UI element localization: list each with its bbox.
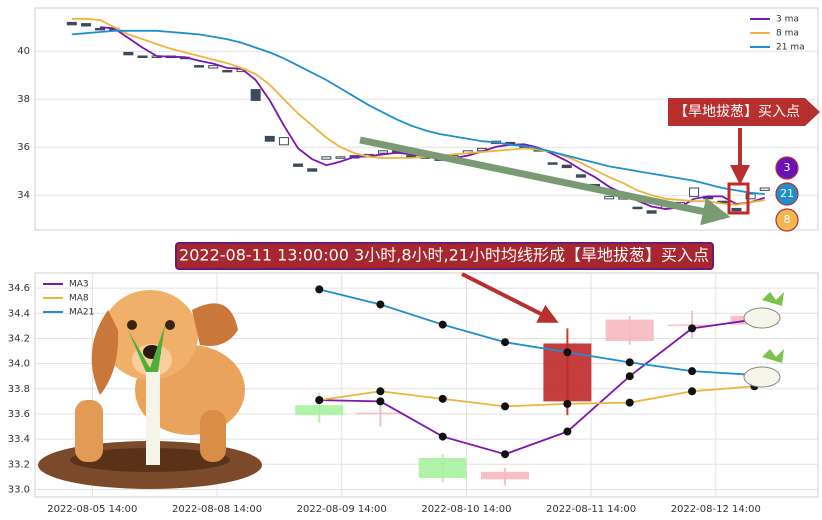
ma-point — [563, 427, 572, 436]
candle-body — [646, 210, 657, 214]
candle-body — [745, 193, 756, 200]
annotation-box — [668, 98, 820, 126]
ma-badge-label: 3 — [784, 161, 791, 174]
candle-body — [632, 206, 643, 210]
candle-body — [759, 187, 770, 191]
candle-body — [264, 135, 275, 142]
candle-body — [335, 156, 346, 159]
candle-body — [547, 162, 558, 165]
ma-point — [688, 367, 697, 376]
signal-box — [727, 182, 750, 215]
y-tick-label: 34.4 — [8, 308, 30, 319]
candle-body — [95, 27, 106, 31]
ma-point — [315, 285, 324, 294]
candle-body — [689, 187, 700, 197]
y-tick-label: 34 — [17, 190, 30, 201]
y-tick-label: 33.4 — [8, 434, 30, 445]
y-tick-label: 34.2 — [8, 333, 30, 344]
dog-illustration — [38, 290, 262, 489]
banner: 2022-08-11 13:00:00 3小时,8小时,21小时均线形成【旱地拔… — [179, 246, 709, 265]
candle-body — [295, 405, 344, 416]
candle-body — [293, 163, 304, 167]
candle-body — [194, 65, 205, 68]
ma-point — [376, 387, 385, 396]
candle-body — [137, 55, 148, 58]
legend-label: MA3 — [69, 280, 89, 290]
legend-label: MA8 — [69, 294, 89, 304]
candle-body — [481, 471, 530, 480]
banner-box — [175, 242, 714, 270]
legend-label: MA21 — [69, 308, 94, 318]
ma-point — [501, 450, 510, 459]
candle-body — [604, 195, 615, 200]
ma-line — [319, 385, 755, 408]
ma-point — [315, 396, 324, 405]
ma-line — [319, 318, 755, 456]
banner-arrow — [461, 272, 559, 323]
y-tick-label: 33.0 — [8, 484, 30, 495]
ma-point — [625, 398, 634, 407]
x-tick-label: 2022-08-05 14:00 — [47, 504, 137, 515]
candle-body — [605, 319, 654, 341]
candle-body — [222, 69, 233, 73]
ma-badge-label: 8 — [784, 213, 791, 226]
ma-point — [625, 372, 634, 381]
y-tick-label: 38 — [17, 94, 30, 105]
candle-body — [418, 457, 467, 479]
ma-badge-label: 21 — [780, 187, 794, 200]
ma-point — [563, 348, 572, 357]
candle-body — [356, 412, 405, 415]
y-tick-label: 34.6 — [8, 283, 30, 294]
candle-body — [377, 150, 388, 154]
leek-icons — [743, 292, 784, 388]
ma-badge — [775, 208, 799, 232]
y-tick-label: 33.2 — [8, 459, 30, 470]
ma-point — [438, 320, 447, 329]
ma-point — [501, 338, 510, 347]
candle-body — [80, 23, 91, 27]
ma-point — [501, 402, 510, 411]
ma-point — [688, 324, 697, 333]
ma-point — [625, 358, 634, 367]
candle-body — [250, 89, 261, 101]
candle-body — [731, 207, 742, 212]
candle-body — [208, 65, 219, 69]
x-tick-label: 2022-08-08 14:00 — [172, 504, 262, 515]
overlays: 【旱地拔葱】买入点 2022-08-11 13:00:00 3小时,8小时,21… — [38, 98, 820, 489]
candle-body — [575, 174, 586, 178]
ma-line — [71, 17, 765, 206]
candle-body — [307, 168, 318, 172]
ma-point — [376, 397, 385, 406]
ma-point — [563, 399, 572, 408]
legend-label: 21 ma — [776, 43, 805, 53]
candle-body — [278, 137, 289, 146]
ma-point — [688, 387, 697, 396]
x-tick-label: 2022-08-12 14:00 — [671, 504, 761, 515]
x-tick-label: 2022-08-10 14:00 — [421, 504, 511, 515]
trend-arrow — [359, 136, 731, 226]
legend-label: 8 ma — [776, 29, 799, 39]
y-tick-label: 40 — [17, 46, 30, 57]
candle-body — [321, 156, 332, 160]
candle-body — [123, 51, 134, 56]
ma-line — [319, 288, 755, 376]
y-tick-label: 36 — [17, 142, 30, 153]
ma-point — [376, 300, 385, 309]
ma-line — [71, 29, 765, 195]
ma-badge — [775, 182, 799, 206]
y-tick-label: 33.6 — [8, 409, 30, 420]
ma-point — [438, 432, 447, 441]
ma-point — [438, 394, 447, 403]
legend-label: 3 ma — [776, 15, 799, 25]
y-tick-label: 34.0 — [8, 359, 30, 370]
candle-body — [66, 21, 77, 26]
annotation: 【旱地拔葱】买入点 — [674, 104, 800, 120]
y-tick-label: 33.8 — [8, 384, 30, 395]
ma-badge — [775, 156, 799, 180]
candle-body — [561, 164, 572, 169]
x-tick-label: 2022-08-09 14:00 — [297, 504, 387, 515]
x-tick-label: 2022-08-11 14:00 — [546, 504, 636, 515]
